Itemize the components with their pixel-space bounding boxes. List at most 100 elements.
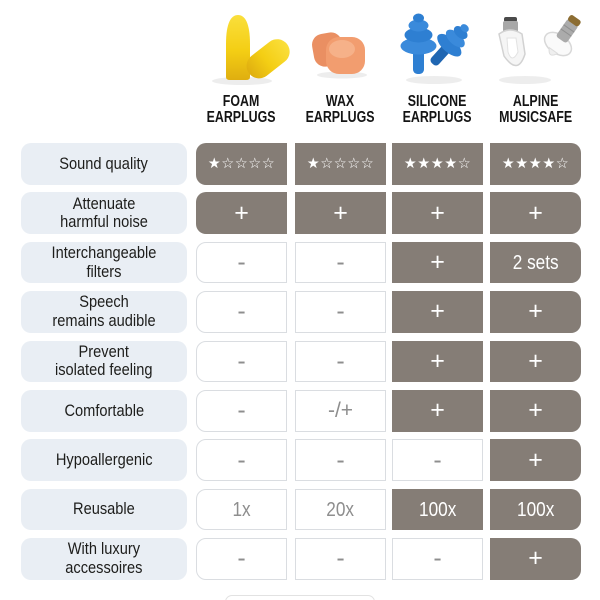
table-row-speech-audible: Speech remains audible - - + + <box>0 291 600 333</box>
cell-silicone-comfortable: + <box>392 390 483 432</box>
wax-earplugs-image <box>312 32 367 79</box>
cell-foam-accessoires: - <box>196 538 287 580</box>
cell-value: - <box>433 445 442 474</box>
cell-value: + <box>528 346 543 375</box>
column-header-wax-label: WAX EARPLUGS <box>306 92 375 126</box>
cell-value: 100x <box>516 498 555 521</box>
cell-wax-speech: - <box>295 291 386 333</box>
cell-foam-sound-quality: ★☆☆☆☆ <box>196 143 287 185</box>
cell-wax-hypoallergenic: - <box>295 439 386 481</box>
cell-value: + <box>528 297 543 326</box>
cell-wax-accessoires: - <box>295 538 386 580</box>
alpine-musicsafe-image <box>498 15 581 84</box>
cell-silicone-accessoires: - <box>392 538 483 580</box>
star-rating: ★☆☆☆☆ <box>306 155 375 172</box>
cell-value: + <box>430 198 445 227</box>
row-label-reusable: Reusable <box>21 488 187 531</box>
cell-value: + <box>430 248 445 277</box>
row-label-speech-audible: Speech remains audible <box>21 291 187 333</box>
cell-value: 2 sets <box>512 251 559 274</box>
row-label-text: With luxury accessoires <box>65 539 143 577</box>
silicone-earplugs-image <box>400 13 469 84</box>
cell-foam-speech: - <box>196 291 287 333</box>
cell-value: - <box>237 445 246 474</box>
cell-wax-attenuate: + <box>295 192 386 234</box>
row-label-comfortable: Comfortable <box>21 390 187 432</box>
column-header-wax: WAX EARPLUGS <box>295 90 386 130</box>
table-row-luxury-accessoires: With luxury accessoires - - - + <box>0 538 600 580</box>
wax-earplugs-photo <box>285 4 395 88</box>
table-row-prevent-isolation: Prevent isolated feeling - - + + <box>0 340 600 383</box>
cell-foam-comfortable: - <box>196 390 287 432</box>
row-label-text: Attenuate harmful noise <box>60 193 148 232</box>
cell-foam-filters: - <box>196 241 287 284</box>
cell-value: - <box>237 297 246 326</box>
column-header-foam: FOAM EARPLUGS <box>196 90 287 130</box>
cell-value: - <box>336 445 345 474</box>
cell-alpine-accessoires: + <box>490 538 581 580</box>
cell-value: + <box>430 396 445 425</box>
star-rating: ★★★★☆ <box>501 155 570 172</box>
cell-value: - <box>237 544 246 573</box>
star-rating: ★★★★☆ <box>403 155 472 172</box>
column-header-silicone: SILICONE EARPLUGS <box>392 90 483 130</box>
cell-silicone-speech: + <box>392 291 483 333</box>
cell-value: - <box>237 346 246 375</box>
cell-alpine-reusable: 100x <box>490 488 581 531</box>
cell-silicone-isolation: + <box>392 340 483 383</box>
row-label-text: Prevent isolated feeling <box>55 341 153 380</box>
cell-value: + <box>234 198 249 227</box>
cell-alpine-hypoallergenic: + <box>490 439 581 481</box>
star-rating: ★☆☆☆☆ <box>207 155 276 172</box>
row-label-text: Sound quality <box>59 153 149 173</box>
cell-value: - <box>237 396 246 425</box>
cell-value: - <box>336 346 345 375</box>
cell-alpine-speech: + <box>490 291 581 333</box>
cell-silicone-filters: + <box>392 241 483 284</box>
row-label-sound-quality: Sound quality <box>21 143 187 185</box>
silicone-earplugs-photo <box>382 4 492 88</box>
cell-value: - <box>433 544 442 573</box>
cell-value: + <box>528 396 543 425</box>
cell-alpine-comfortable: + <box>490 390 581 432</box>
row-label-text: Comfortable <box>64 400 144 420</box>
cell-value: - <box>336 544 345 573</box>
cell-foam-hypoallergenic: - <box>196 439 287 481</box>
table-row-comfortable: Comfortable - -/+ + + <box>0 390 600 432</box>
cell-value: + <box>528 198 543 227</box>
cell-foam-reusable: 1x <box>196 488 287 531</box>
cell-silicone-sound-quality: ★★★★☆ <box>392 143 483 185</box>
row-label-hypoallergenic: Hypoallergenic <box>21 439 187 481</box>
cell-silicone-hypoallergenic: - <box>392 439 483 481</box>
cell-value: - <box>336 248 345 277</box>
cell-value: 100x <box>418 498 457 521</box>
cell-foam-attenuate: + <box>196 192 287 234</box>
table-row-reusable: Reusable 1x 20x 100x 100x <box>0 488 600 531</box>
row-label-attenuate-noise: Attenuate harmful noise <box>21 192 187 234</box>
column-header-silicone-label: SILICONE EARPLUGS <box>403 92 472 126</box>
cell-value: 20x <box>326 498 355 521</box>
foam-earplugs-image <box>212 15 290 85</box>
table-row-interchangeable-filters: Interchangeable filters - - + 2 sets <box>0 241 600 284</box>
cell-wax-sound-quality: ★☆☆☆☆ <box>295 143 386 185</box>
row-label-luxury-accessoires: With luxury accessoires <box>21 538 187 580</box>
cell-value: - <box>237 248 246 277</box>
cell-value: + <box>430 346 445 375</box>
cell-value: + <box>430 297 445 326</box>
cell-alpine-isolation: + <box>490 340 581 383</box>
row-label-text: Hypoallergenic <box>55 449 153 469</box>
foam-earplugs-photo <box>187 4 297 88</box>
row-label-interchangeable-filters: Interchangeable filters <box>21 241 187 284</box>
cell-wax-isolation: - <box>295 340 386 383</box>
alpine-musicsafe-photo <box>480 4 590 88</box>
row-label-text: Speech remains audible <box>52 292 156 330</box>
column-header-alpine-label: ALPINE MUSICSAFE <box>498 92 573 126</box>
cell-wax-filters: - <box>295 241 386 284</box>
cell-foam-isolation: - <box>196 340 287 383</box>
cell-alpine-sound-quality: ★★★★☆ <box>490 143 581 185</box>
cell-value: + <box>333 198 348 227</box>
cell-silicone-attenuate: + <box>392 192 483 234</box>
table-row-sound-quality: Sound quality ★☆☆☆☆ ★☆☆☆☆ ★★★★☆ ★★★★☆ <box>0 143 600 185</box>
table-row-attenuate-noise: Attenuate harmful noise + + + + <box>0 192 600 234</box>
